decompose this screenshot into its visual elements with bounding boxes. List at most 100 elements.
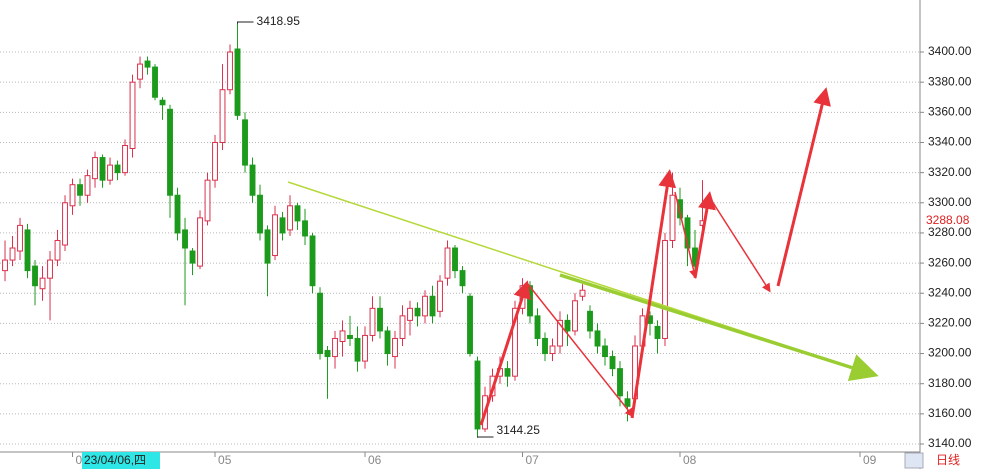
candle-body bbox=[152, 66, 158, 98]
candle-body bbox=[279, 217, 286, 234]
candle-body bbox=[392, 337, 398, 358]
candle-body bbox=[609, 356, 616, 370]
candle-body bbox=[77, 184, 83, 196]
candle-body bbox=[377, 307, 383, 332]
candle-body bbox=[654, 325, 661, 339]
candle-body bbox=[669, 194, 676, 241]
candle-body bbox=[534, 315, 541, 339]
candle-body bbox=[662, 239, 668, 339]
candle-body bbox=[347, 334, 353, 339]
wave-arrow bbox=[479, 280, 531, 426]
candle-body bbox=[107, 164, 113, 181]
candle-body bbox=[429, 295, 436, 317]
min-leader bbox=[477, 436, 494, 438]
candle-body bbox=[617, 368, 623, 397]
cursor-box bbox=[82, 452, 160, 469]
x-tick-label: 09 bbox=[863, 453, 877, 467]
x-tick-label: 06 bbox=[368, 453, 382, 467]
candle-body bbox=[212, 141, 218, 181]
candle-body bbox=[579, 289, 586, 297]
y-tick-label: 3320.00 bbox=[928, 165, 972, 179]
candle-body bbox=[182, 229, 188, 249]
candle-body bbox=[309, 235, 316, 287]
candle-body bbox=[414, 307, 421, 317]
candle-body bbox=[54, 239, 61, 261]
x-tick-label: 07 bbox=[526, 453, 540, 467]
scroll-button[interactable] bbox=[904, 452, 924, 469]
cursor-label: 23/04/06,四 bbox=[84, 453, 146, 467]
candle-body bbox=[422, 295, 428, 317]
candle-body bbox=[354, 337, 361, 362]
drawings bbox=[287, 87, 879, 426]
candle-body bbox=[302, 220, 308, 237]
candle-body bbox=[272, 214, 278, 257]
wave-arrow bbox=[674, 191, 698, 279]
grid bbox=[0, 51, 920, 445]
candle-body bbox=[264, 229, 271, 264]
period-label[interactable]: 日线 bbox=[936, 453, 960, 467]
last-price-label: 3288.08 bbox=[926, 213, 970, 227]
candle-body bbox=[564, 319, 571, 332]
candle-body bbox=[167, 108, 173, 196]
y-tick-label: 3180.00 bbox=[928, 376, 972, 390]
candle-body bbox=[24, 229, 31, 272]
wave-arrow bbox=[630, 169, 677, 419]
candles bbox=[2, 23, 706, 438]
candle-body bbox=[2, 259, 8, 272]
wave-arrow bbox=[526, 282, 634, 418]
candle-body bbox=[47, 259, 53, 279]
candle-body bbox=[242, 119, 248, 166]
candle-body bbox=[362, 334, 368, 362]
candle-body bbox=[84, 175, 91, 196]
candle-body bbox=[512, 307, 518, 377]
candle-body bbox=[227, 51, 233, 91]
candle-body bbox=[144, 60, 151, 68]
candle-body bbox=[444, 247, 451, 279]
min-label: 3144.25 bbox=[497, 423, 541, 437]
candle-body bbox=[452, 247, 458, 272]
y-tick-label: 3300.00 bbox=[928, 195, 972, 209]
candle-body bbox=[9, 247, 16, 261]
candle-body bbox=[339, 330, 346, 342]
candle-body bbox=[459, 270, 466, 287]
candle-body bbox=[174, 194, 181, 234]
y-tick-label: 3140.00 bbox=[928, 436, 972, 450]
axes: 3140.00 3160.00 3180.00 3200.00 3220.00 3240.… bbox=[72, 14, 972, 467]
candle-body bbox=[624, 398, 631, 407]
candle-body bbox=[542, 337, 548, 355]
y-tick-label: 3380.00 bbox=[928, 74, 972, 88]
candle-body bbox=[384, 330, 391, 355]
candle-body bbox=[92, 157, 98, 180]
candle-body bbox=[137, 63, 143, 80]
candle-body bbox=[294, 205, 301, 222]
x-tick-label: 05 bbox=[218, 453, 232, 467]
candle-body bbox=[369, 307, 376, 336]
y-tick-label: 3340.00 bbox=[928, 135, 972, 149]
y-tick-label: 3260.00 bbox=[928, 255, 972, 269]
candle-body bbox=[287, 205, 293, 231]
candle-body bbox=[197, 217, 203, 267]
max-leader bbox=[237, 21, 254, 24]
candle-body bbox=[324, 350, 331, 358]
candle-body bbox=[17, 224, 23, 252]
y-tick-label: 3400.00 bbox=[928, 44, 972, 58]
candle-body bbox=[399, 315, 406, 339]
candle-body bbox=[437, 280, 443, 312]
candle-body bbox=[332, 337, 338, 358]
candle-body bbox=[32, 265, 38, 287]
candle-body bbox=[602, 345, 608, 358]
candle-body bbox=[504, 368, 511, 377]
y-tick-label: 3360.00 bbox=[928, 104, 972, 118]
candle-body bbox=[122, 144, 128, 174]
candle-body bbox=[474, 360, 481, 430]
candle-body bbox=[557, 319, 563, 347]
y-tick-label: 3220.00 bbox=[928, 316, 972, 330]
candle-body bbox=[527, 285, 533, 317]
max-label: 3418.95 bbox=[257, 14, 301, 28]
candle-body bbox=[549, 345, 556, 355]
candle-body bbox=[189, 250, 196, 264]
candle-body bbox=[677, 199, 683, 219]
candle-body bbox=[407, 307, 413, 321]
